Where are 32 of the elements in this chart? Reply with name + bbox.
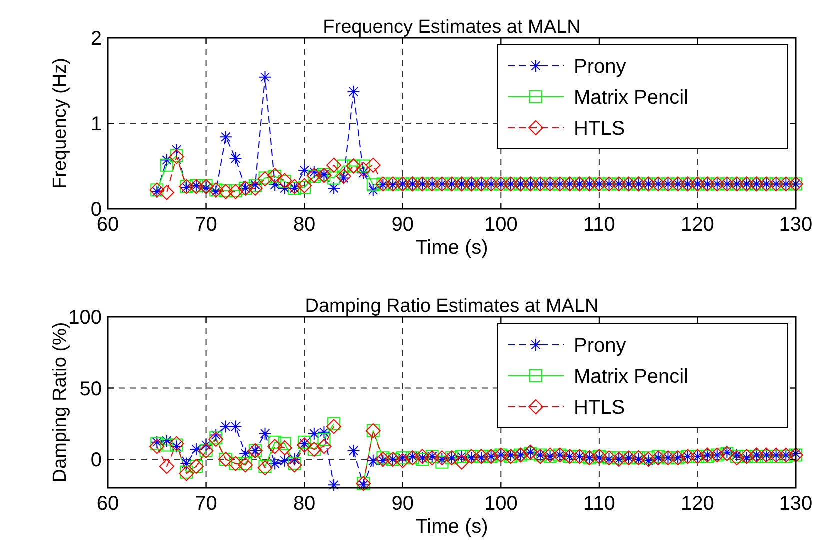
x-tick-label: 90 [392, 493, 414, 515]
y-tick-label: 0 [90, 450, 102, 472]
x-tick-label: 60 [96, 493, 120, 515]
x-tick-label: 100 [484, 214, 518, 236]
x-tick-label: 120 [681, 214, 714, 236]
x-tick-label: 130 [779, 493, 813, 515]
y-tick-label: 50 [80, 378, 102, 400]
x-tick-label: 70 [195, 493, 218, 515]
chart-title: Damping Ratio Estimates at MALN [305, 296, 599, 317]
legend-label: Prony [574, 56, 626, 78]
x-tick-label: 100 [484, 493, 518, 515]
x-axis-title: Time (s) [416, 237, 488, 259]
y-axis-title: Frequency (Hz) [50, 58, 71, 189]
x-axis-title: Time (s) [416, 516, 488, 538]
y-tick-label: 2 [90, 28, 102, 50]
x-tick-label: 120 [681, 493, 714, 515]
legend-label: HTLS [574, 397, 626, 419]
legend-label: Matrix Pencil [574, 87, 688, 109]
legend-label: HTLS [574, 118, 626, 140]
y-axis-title: Damping Ratio (%) [50, 322, 71, 483]
x-tick-label: 80 [293, 214, 316, 236]
chart-title: Frequency Estimates at MALN [323, 17, 581, 38]
x-tick-label: 90 [392, 214, 414, 236]
y-tick-label: 100 [68, 307, 102, 329]
x-tick-label: 80 [293, 493, 316, 515]
x-tick-label: 130 [779, 214, 813, 236]
legend-label: Prony [574, 335, 626, 357]
x-tick-label: 70 [195, 214, 218, 236]
x-tick-label: 110 [583, 214, 616, 236]
x-tick-label: 110 [583, 493, 616, 515]
y-tick-label: 1 [90, 114, 102, 136]
legend-label: Matrix Pencil [574, 366, 688, 388]
